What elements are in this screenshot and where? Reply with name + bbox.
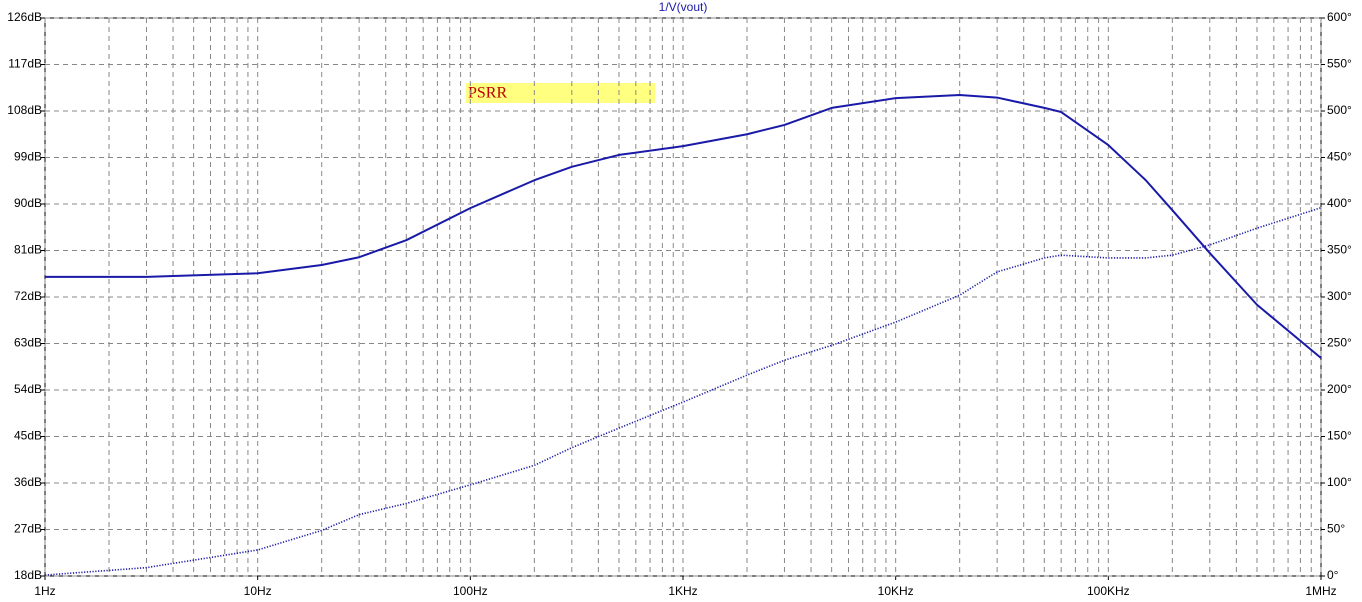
y-tick-label: 72dB	[14, 289, 42, 303]
x-tick-label: 1MHz	[1305, 584, 1336, 598]
x-tick-label: 10KHz	[878, 584, 914, 598]
y-tick-label: 126dB	[7, 10, 42, 24]
y2-tick-label: 0°	[1327, 568, 1339, 582]
y-tick-label: 36dB	[14, 475, 42, 489]
annotation-box	[466, 83, 655, 103]
y2-tick-label: 50°	[1327, 522, 1345, 536]
x-tick-label: 10Hz	[244, 584, 272, 598]
data-line	[44, 206, 1322, 576]
y-tick-label: 45dB	[14, 429, 42, 443]
data-line	[45, 93, 1322, 359]
y2-tick-label: 300°	[1327, 289, 1352, 303]
y-tick-label: 63dB	[14, 336, 42, 350]
x-tick-label: 1Hz	[34, 584, 55, 598]
y2-tick-label: 150°	[1327, 429, 1352, 443]
y2-tick-label: 500°	[1327, 103, 1352, 117]
y2-tick-label: 450°	[1327, 150, 1352, 164]
y2-tick-label: 350°	[1327, 243, 1352, 257]
y-tick-label: 54dB	[14, 382, 42, 396]
y2-tick-label: 400°	[1327, 196, 1352, 210]
annotation: PSRR	[468, 85, 507, 102]
x-tick-label: 1KHz	[668, 584, 697, 598]
y2-tick-label: 200°	[1327, 382, 1352, 396]
y2-tick-label: 550°	[1327, 57, 1352, 71]
y2-tick-label: 600°	[1327, 10, 1352, 24]
y-tick-label: 27dB	[14, 522, 42, 536]
x-tick-label: 100Hz	[453, 584, 488, 598]
y-tick-label: 108dB	[7, 103, 42, 117]
y-tick-label: 99dB	[14, 150, 42, 164]
y-tick-label: 81dB	[14, 243, 42, 257]
y-tick-label: 18dB	[14, 568, 42, 582]
y-tick-label: 90dB	[14, 196, 42, 210]
y-tick-label: 117dB	[8, 57, 42, 71]
y2-tick-label: 100°	[1327, 475, 1352, 489]
x-tick-label: 100KHz	[1087, 584, 1130, 598]
y2-tick-label: 250°	[1327, 336, 1352, 350]
chart-title: 1/V(vout)	[659, 0, 708, 14]
